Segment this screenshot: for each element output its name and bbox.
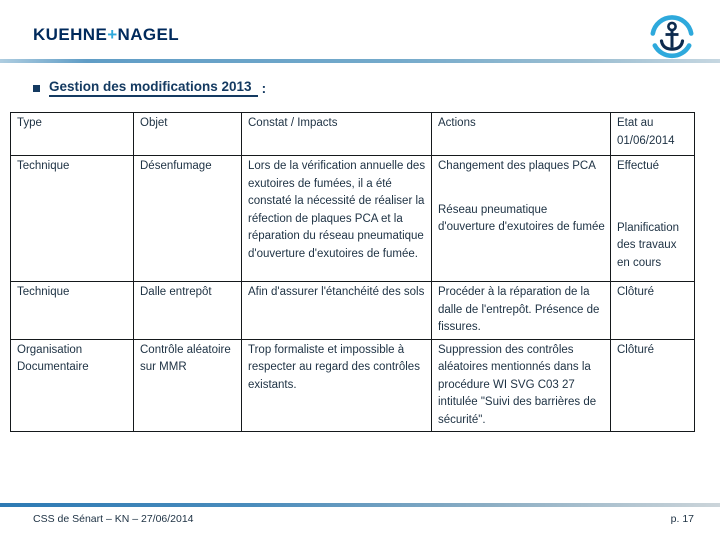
col-header-type: Type [10, 112, 134, 156]
cell-actions: Changement des plaques PCA Réseau pneuma… [431, 155, 611, 282]
footer-page-number: p. 17 [670, 513, 694, 525]
table-row: Organisation Documentaire Contrôle aléat… [10, 338, 695, 432]
col-header-etat: Etat au 01/06/2014 [610, 112, 695, 156]
cell-etat: Clôturé [610, 338, 695, 432]
col-header-objet: Objet [133, 112, 242, 156]
table-row: Technique Dalle entrepôt Afin d'assurer … [10, 281, 695, 340]
logo-plus-sign: + [107, 25, 118, 44]
cell-type: Technique [10, 155, 134, 282]
cell-actions: Procéder à la réparation de la dalle de … [431, 281, 611, 340]
cell-objet: Désenfumage [133, 155, 242, 282]
cell-objet: Dalle entrepôt [133, 281, 242, 340]
slide-title-text: Gestion des modifications 2013 [49, 79, 258, 97]
cell-constat: Trop formaliste et impossible à respecte… [241, 338, 432, 432]
cell-etat: Effectué Planification des travaux en co… [610, 155, 695, 282]
cell-type: Organisation Documentaire [10, 338, 134, 432]
anchor-logo-icon [649, 14, 695, 60]
cell-type: Technique [10, 281, 134, 340]
cell-objet: Contrôle aléatoire sur MMR [133, 338, 242, 432]
logo-text-kuehne: KUEHNE [33, 25, 108, 44]
footer-divider [0, 503, 720, 507]
modifications-table: Type Objet Constat / Impacts Actions Eta… [10, 112, 695, 432]
action-paragraph: Changement des plaques PCA [438, 160, 596, 172]
etat-paragraph: Effectué [617, 160, 659, 172]
table-header-row: Type Objet Constat / Impacts Actions Eta… [10, 112, 695, 156]
kuehne-nagel-logo: KUEHNE+NAGEL [33, 25, 179, 45]
table-row: Technique Désenfumage Lors de la vérific… [10, 155, 695, 282]
footer-caption: CSS de Sénart – KN – 27/06/2014 [33, 513, 194, 525]
cell-etat: Clôturé [610, 281, 695, 340]
col-header-constat: Constat / Impacts [241, 112, 432, 156]
header-divider [0, 59, 720, 63]
cell-constat: Lors de la vérification annuelle des exu… [241, 155, 432, 282]
action-paragraph: Réseau pneumatique d'ouverture d'exutoir… [438, 203, 605, 234]
cell-actions: Suppression des contrôles aléatoires men… [431, 338, 611, 432]
slide-title: Gestion des modifications 2013 : [33, 79, 266, 97]
cell-constat: Afin d'assurer l'étanchéité des sols [241, 281, 432, 340]
col-header-actions: Actions [431, 112, 611, 156]
bullet-square-icon [33, 84, 40, 92]
etat-paragraph: Planification des travaux en cours [617, 221, 680, 269]
slide-title-suffix: : [261, 80, 267, 96]
logo-text-nagel: NAGEL [117, 25, 180, 44]
